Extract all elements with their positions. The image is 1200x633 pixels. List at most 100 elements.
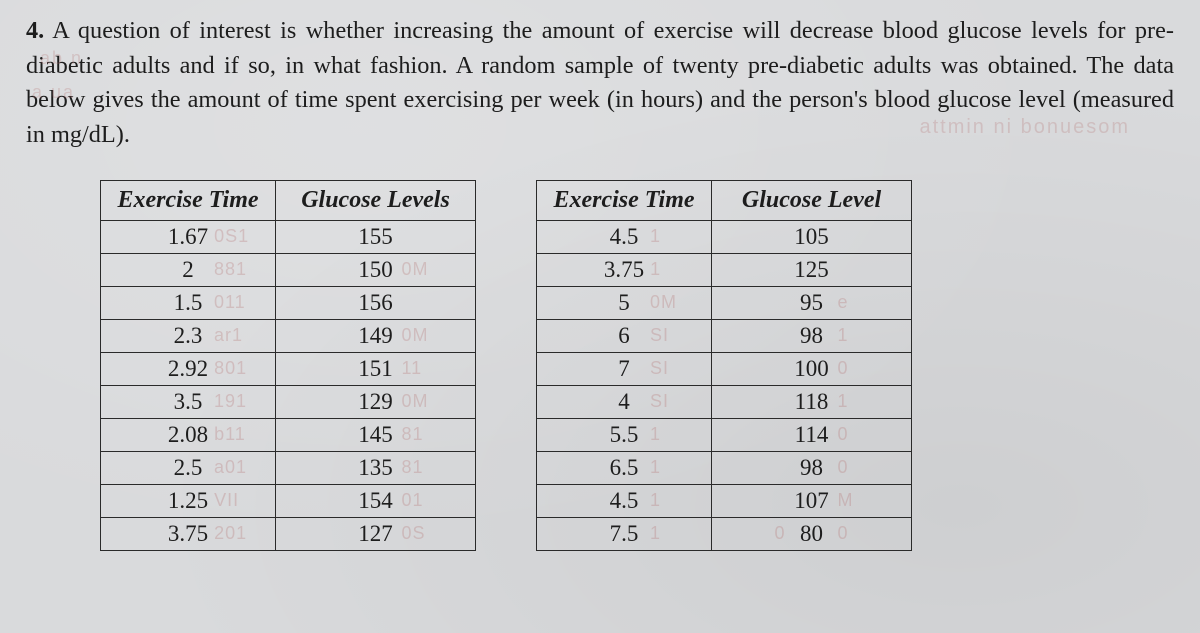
cell-exercise-time: 2.92801 (101, 353, 276, 386)
cell-value: 7.51 (604, 521, 644, 547)
question-number: 4. (26, 17, 44, 44)
cell-exercise-time: 7.51 (537, 518, 712, 551)
table-row: 28811500M (101, 254, 476, 287)
cell-value: 1290M (356, 389, 396, 415)
cell-glucose: 13581 (276, 452, 476, 485)
cell-value: 14581 (356, 422, 396, 448)
cell-value: 156 (356, 290, 396, 316)
cell-glucose: 1181 (712, 386, 912, 419)
cell-value: 15111 (356, 356, 396, 382)
cell-glucose: 155 (276, 221, 476, 254)
header-exercise-time: Exercise Time (101, 181, 276, 221)
ghost-text: 801 (214, 358, 247, 379)
ghost-text: 0M (402, 259, 429, 280)
cell-glucose: 125 (712, 254, 912, 287)
ghost-text: 0S (402, 523, 426, 544)
table-row: 3.75201 1270S (101, 518, 476, 551)
cell-glucose: 107M (712, 485, 912, 518)
cell-glucose: 981 (712, 320, 912, 353)
ghost-text: 81 (402, 424, 424, 445)
cell-value: 5.51 (604, 422, 644, 448)
cell-exercise-time: 1.25VII (101, 485, 276, 518)
cell-exercise-time: 3.75201 (101, 518, 276, 551)
cell-value: 1270S (356, 521, 396, 547)
cell-glucose: 105 (712, 221, 912, 254)
ghost-text: ar1 (214, 325, 243, 346)
cell-value: 2.92801 (168, 356, 208, 382)
cell-value: 3.751 (604, 257, 644, 283)
table-row: 5.51 1140 (537, 419, 912, 452)
table-row: 2.5a01 13581 (101, 452, 476, 485)
table-row: 2.3ar1 1490M (101, 320, 476, 353)
cell-exercise-time: 4SI (537, 386, 712, 419)
cell-value: 1.5011 (168, 290, 208, 316)
ghost-text: 881 (214, 259, 247, 280)
table-row: 2.92801 15111 (101, 353, 476, 386)
cell-value: 2.5a01 (168, 455, 208, 481)
cell-value: 105 (792, 224, 832, 250)
ghost-text: M (838, 490, 854, 511)
ghost-text: 11 (402, 358, 423, 379)
ghost-text: 1 (838, 391, 849, 412)
cell-value: 3.75201 (168, 521, 208, 547)
ghost-text: 1 (838, 325, 849, 346)
cell-value: 3.5191 (168, 389, 208, 415)
cell-exercise-time: 6SI (537, 320, 712, 353)
ghost-text: 191 (214, 391, 247, 412)
ghost-text: SI (650, 325, 669, 346)
ghost-text: 1 (650, 523, 661, 544)
cell-value: 155 (356, 224, 396, 250)
cell-value: 4.51 (604, 488, 644, 514)
cell-value: 50M (604, 290, 644, 316)
ghost-text: 0M (402, 391, 429, 412)
cell-glucose: 980 (712, 452, 912, 485)
cell-exercise-time: 4.51 (537, 485, 712, 518)
ghost-text: SI (650, 358, 669, 379)
ghost-text: a01 (214, 457, 247, 478)
ghost-text: 1 (650, 226, 661, 247)
table-row: 4.51 107M (537, 485, 912, 518)
cell-value: 2.3ar1 (168, 323, 208, 349)
cell-glucose: 95e (712, 287, 912, 320)
ghost-text: 81 (402, 457, 424, 478)
cell-value: 2.08b11 (168, 422, 208, 448)
ghost-text: 1 (650, 490, 661, 511)
ghost-text: 1 (650, 424, 661, 445)
cell-exercise-time: 3.5191 (101, 386, 276, 419)
header-glucose-level: Glucose Level (712, 181, 912, 221)
cell-exercise-time: 7SI (537, 353, 712, 386)
cell-glucose: 15111 (276, 353, 476, 386)
cell-value: 980 (792, 455, 832, 481)
ghost-text: 0S1 (214, 226, 249, 247)
cell-value: 1500M (356, 257, 396, 283)
header-glucose-levels: Glucose Levels (276, 181, 476, 221)
cell-glucose: 1000 (712, 353, 912, 386)
table-row: 50M 95e (537, 287, 912, 320)
cell-glucose: 1270S (276, 518, 476, 551)
cell-value: 1490M (356, 323, 396, 349)
cell-value: 981 (792, 323, 832, 349)
cell-glucose: 1140 (712, 419, 912, 452)
data-table-left: Exercise Time Glucose Levels 1.670S1 155 2… (100, 180, 476, 551)
table-row: 7.51 8000 (537, 518, 912, 551)
cell-value: 107M (792, 488, 832, 514)
cell-exercise-time: 2.3ar1 (101, 320, 276, 353)
ghost-text: 01 (402, 490, 424, 511)
table-row: 2.08b11 14581 (101, 419, 476, 452)
ghost-text: 0 (838, 457, 849, 478)
table-row: 6.51 980 (537, 452, 912, 485)
ghost-text: e (838, 292, 849, 313)
ghost-text: VII (214, 490, 239, 511)
table-row: 1.5011 156 (101, 287, 476, 320)
cell-value: 15401 (356, 488, 396, 514)
cell-value: 8000 (792, 521, 832, 547)
cell-exercise-time: 1.670S1 (101, 221, 276, 254)
table-row: 6SI 981 (537, 320, 912, 353)
cell-value: 125 (792, 257, 832, 283)
cell-exercise-time: 50M (537, 287, 712, 320)
cell-exercise-time: 5.51 (537, 419, 712, 452)
cell-value: 6.51 (604, 455, 644, 481)
cell-glucose: 8000 (712, 518, 912, 551)
cell-value: 1.25VII (168, 488, 208, 514)
cell-exercise-time: 3.751 (537, 254, 712, 287)
